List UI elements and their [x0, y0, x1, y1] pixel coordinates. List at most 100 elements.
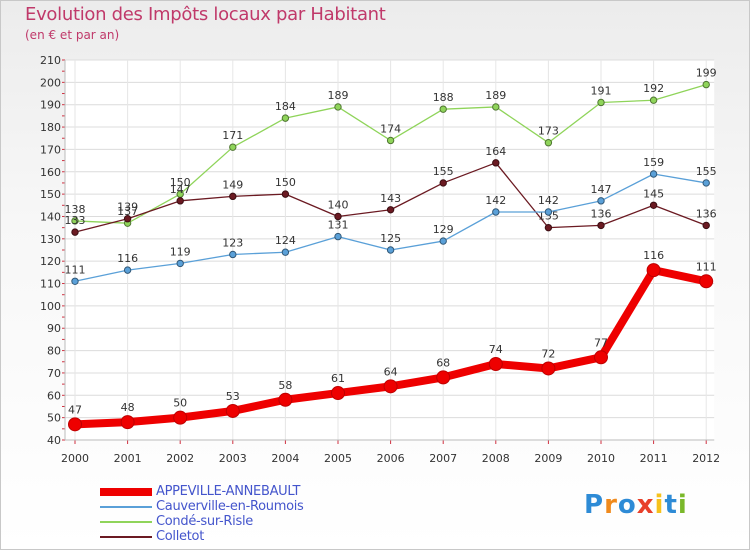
data-label-appeville-annebault: 50: [173, 397, 187, 410]
data-point-cauverville-en-roumois: [649, 170, 658, 178]
x-tick-label: 2010: [587, 452, 615, 465]
data-point-colletot: [71, 228, 79, 236]
data-point-cond-sur-risle: [702, 80, 710, 89]
x-tick-label: 2000: [61, 452, 89, 465]
data-label-colletot: 135: [538, 210, 559, 223]
data-label-appeville-annebault: 53: [226, 390, 240, 403]
data-point-colletot: [176, 197, 184, 205]
data-label-cond-sur-risle: 189: [328, 89, 349, 102]
legend-label: Cauverville-en-Roumois: [156, 499, 304, 514]
logo-letter: o: [617, 490, 637, 520]
data-point-cauverville-en-roumois: [702, 179, 710, 187]
data-point-cauverville-en-roumois: [176, 259, 184, 268]
data-point-cauverville-en-roumois: [123, 266, 132, 274]
data-label-cauverville-en-roumois: 155: [696, 165, 717, 178]
y-tick-label: 120: [40, 255, 61, 268]
data-point-appeville-annebault: [594, 350, 608, 365]
data-label-appeville-annebault: 116: [643, 249, 664, 262]
chart-title: Evolution des Impôts locaux par Habitant: [25, 4, 386, 25]
legend-swatch: [100, 535, 152, 538]
data-point-cauverville-en-roumois: [71, 277, 79, 285]
data-point-appeville-annebault: [699, 274, 714, 289]
data-label-colletot: 136: [696, 207, 717, 220]
data-point-colletot: [439, 179, 447, 187]
data-point-colletot: [544, 223, 553, 232]
data-point-colletot: [649, 201, 658, 209]
data-label-appeville-annebault: 68: [436, 356, 450, 369]
data-label-colletot: 139: [117, 201, 138, 214]
y-tick-label: 170: [40, 143, 61, 156]
data-label-appeville-annebault: 61: [331, 372, 345, 385]
data-point-appeville-annebault: [278, 392, 293, 407]
data-label-appeville-annebault: 72: [541, 347, 555, 360]
x-tick-label: 2011: [640, 452, 668, 465]
legend-label: APPEVILLE-ANNEBAULT: [156, 484, 301, 499]
y-tick-label: 100: [40, 300, 61, 313]
data-label-colletot: 140: [328, 198, 349, 211]
data-point-cond-sur-risle: [281, 114, 290, 122]
data-label-cauverville-en-roumois: 123: [222, 236, 243, 249]
y-tick-label: 160: [40, 166, 61, 179]
data-label-cauverville-en-roumois: 124: [275, 234, 296, 247]
data-label-cond-sur-risle: 188: [433, 91, 454, 104]
x-tick-label: 2012: [692, 452, 720, 465]
data-label-cauverville-en-roumois: 147: [591, 183, 612, 196]
y-tick-label: 50: [47, 412, 61, 425]
data-point-appeville-annebault: [646, 263, 661, 278]
data-label-colletot: 136: [591, 207, 612, 220]
data-point-cond-sur-risle: [544, 139, 553, 147]
data-label-cauverville-en-roumois: 131: [328, 219, 349, 232]
data-point-appeville-annebault: [225, 403, 240, 418]
data-label-appeville-annebault: 111: [696, 260, 717, 273]
data-label-appeville-annebault: 74: [489, 343, 503, 356]
logo-letter: x: [636, 490, 655, 520]
data-label-cond-sur-risle: 189: [485, 89, 506, 102]
data-point-cauverville-en-roumois: [229, 250, 237, 259]
data-label-colletot: 143: [380, 192, 401, 205]
data-point-cond-sur-risle: [229, 143, 237, 151]
logo-letter: r: [604, 490, 618, 520]
y-tick-label: 60: [47, 389, 61, 402]
data-label-cond-sur-risle: 171: [222, 129, 243, 142]
legend-item: Condé-sur-Risle: [100, 514, 304, 529]
data-point-cauverville-en-roumois: [334, 232, 342, 241]
data-point-cond-sur-risle: [649, 96, 658, 104]
data-point-cond-sur-risle: [597, 98, 605, 107]
y-tick-label: 70: [47, 367, 61, 380]
x-tick-label: 2008: [482, 452, 510, 465]
data-label-cauverville-en-roumois: 119: [170, 245, 191, 258]
chart-legend: APPEVILLE-ANNEBAULT Cauverville-en-Roumoi…: [100, 484, 304, 544]
data-label-appeville-annebault: 58: [278, 379, 292, 392]
proxiti-logo: Proxiti: [584, 490, 688, 520]
data-point-colletot: [702, 221, 710, 230]
data-label-cauverville-en-roumois: 129: [433, 223, 454, 236]
data-point-appeville-annebault: [120, 415, 135, 430]
y-tick-label: 140: [40, 210, 61, 223]
data-point-cauverville-en-roumois: [597, 197, 605, 205]
data-point-cond-sur-risle: [492, 103, 500, 111]
y-tick-label: 40: [47, 434, 61, 447]
logo-letter: t: [664, 490, 678, 520]
data-label-colletot: 147: [170, 183, 191, 196]
data-label-cond-sur-risle: 184: [275, 100, 296, 113]
data-point-appeville-annebault: [68, 417, 82, 432]
y-tick-label: 190: [40, 99, 61, 112]
data-label-colletot: 145: [643, 187, 664, 200]
x-tick-label: 2006: [377, 452, 405, 465]
y-tick-label: 110: [40, 278, 61, 291]
chart-subtitle: (en € et par an): [25, 28, 120, 42]
data-label-cond-sur-risle: 174: [380, 122, 401, 135]
y-tick-label: 80: [47, 345, 61, 358]
data-label-colletot: 164: [485, 145, 506, 158]
data-point-colletot: [492, 159, 500, 167]
legend-item: APPEVILLE-ANNEBAULT: [100, 484, 304, 499]
data-label-cond-sur-risle: 138: [65, 203, 86, 216]
x-tick-label: 2004: [271, 452, 299, 465]
data-point-cond-sur-risle: [71, 217, 79, 225]
legend-swatch: [100, 487, 152, 496]
data-label-cauverville-en-roumois: 116: [117, 252, 138, 265]
data-label-cond-sur-risle: 192: [643, 82, 664, 95]
x-tick-label: 2001: [114, 452, 142, 465]
data-label-cauverville-en-roumois: 159: [643, 156, 664, 169]
